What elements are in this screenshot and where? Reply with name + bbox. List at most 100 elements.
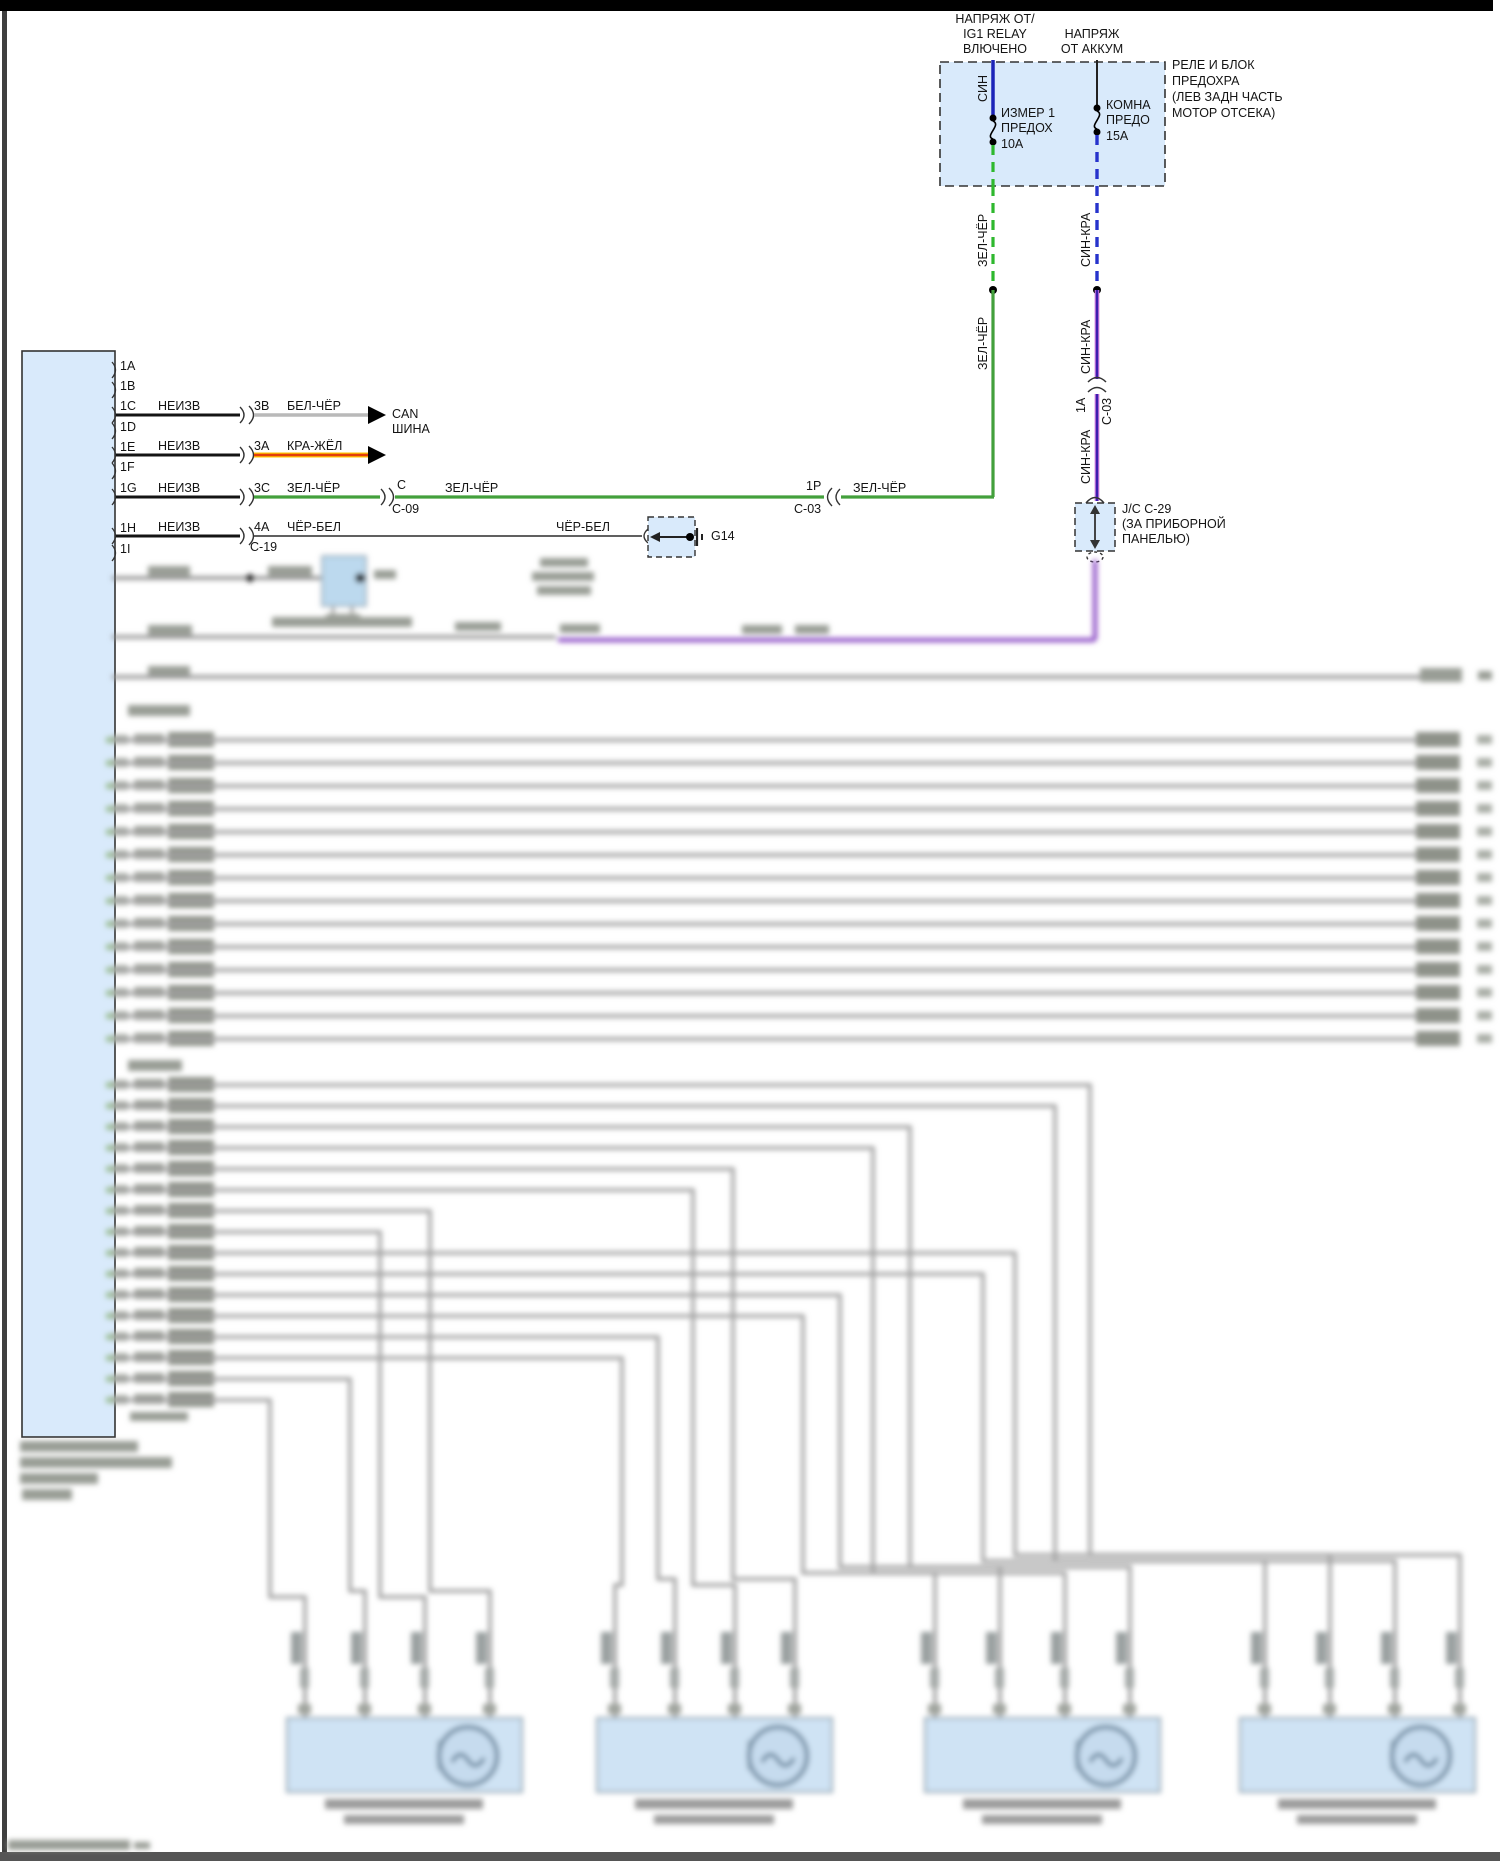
blurred-shape [1477, 1011, 1492, 1020]
fuse1-symbol [989, 114, 997, 146]
top-border [0, 0, 1493, 11]
blurred-shape [1416, 1008, 1460, 1023]
blurred-shape [134, 1842, 150, 1849]
row1c-outpin-3b: 3B [254, 399, 270, 413]
blurred-shape [115, 1209, 492, 1630]
pin-1h: 1H [120, 521, 136, 535]
blurred-shape [928, 1704, 941, 1714]
blurred-shape [106, 1376, 115, 1382]
row1e-color: КРА-ЖЁЛ [287, 439, 343, 453]
jc-bottom-break [1086, 551, 1104, 563]
pin-1c: 1C [120, 399, 136, 413]
blurred-shape [1477, 827, 1492, 836]
blurred-shape [1416, 962, 1460, 977]
blurred-shape [246, 574, 254, 582]
blurred-shape [115, 1230, 427, 1630]
blurred-shape [1251, 1632, 1262, 1664]
blurred-shape [1125, 1668, 1134, 1688]
blurred-shape [601, 1632, 612, 1664]
row-1e-kra-zhel [116, 445, 386, 465]
left-border [2, 11, 7, 1855]
wire-label-sin: СИН [976, 74, 990, 102]
blurred-shape [1316, 1632, 1327, 1664]
feed-ig1-line3: ВЛЮЧЕНО [962, 42, 1028, 56]
blurred-shape [1477, 988, 1492, 997]
blurred-shape [1325, 1668, 1334, 1688]
relay-box-title-1: РЕЛЕ И БЛОК [1172, 58, 1255, 72]
blurred-shape [106, 1334, 115, 1340]
blurred-shape [272, 617, 412, 627]
blurred-shape [1477, 850, 1492, 859]
blurred-shape [115, 1293, 1002, 1630]
pin-1e: 1E [120, 440, 136, 454]
blurred-shape [358, 1704, 371, 1714]
blurred-shape [106, 921, 115, 927]
blurred-shape [106, 1036, 115, 1042]
control-module-block [21, 350, 117, 1438]
jc-label-3: ПАНЕЛЬЮ) [1122, 532, 1190, 546]
blurred-shape [106, 1145, 115, 1151]
fuse1-rating: 10А [1001, 137, 1024, 151]
blurred-shape [1416, 893, 1460, 908]
pin-1g: 1G [120, 481, 137, 495]
blurred-shape [115, 1272, 1267, 1630]
blurred-shape [532, 572, 594, 581]
row1g-outpin-3c: 3C [254, 481, 270, 495]
row1g-neizv: НЕИЗВ [158, 481, 201, 495]
feed-batt-line2: ОТ АККУМ [1060, 42, 1124, 56]
blurred-shape [106, 1103, 115, 1109]
blurred-shape [1390, 1668, 1399, 1688]
conn-c19: C-19 [250, 540, 278, 554]
blurred-shape [746, 1724, 810, 1788]
blurred-shape [1477, 919, 1492, 928]
blurred-shape [610, 1668, 619, 1688]
blurred-shape [418, 1704, 431, 1714]
blurred-shape [1051, 1632, 1062, 1664]
row1g-color-1: ЗЕЛ-ЧЁР [287, 481, 341, 495]
blurred-shape [106, 1355, 115, 1361]
blurred-shape [1278, 1799, 1436, 1809]
blurred-shape [540, 558, 588, 567]
blurred-shape [1297, 1815, 1417, 1824]
blurred-shape [721, 1632, 732, 1664]
feed-ig1-line1: НАПРЯЖ ОТ/ [955, 12, 1035, 26]
blurred-shape [1446, 1632, 1457, 1664]
blurred-shape [982, 1815, 1102, 1824]
blurred-shape [298, 1704, 311, 1714]
blurred-shape [106, 1166, 115, 1172]
pin-1i: 1I [120, 542, 131, 556]
blurred-shape [1455, 1668, 1464, 1688]
jc-label-1: J/C С-29 [1122, 502, 1172, 516]
blurred-shape [106, 1124, 115, 1130]
blurred-shape [742, 625, 782, 634]
blurred-shape [1453, 1704, 1466, 1714]
fuse2-symbol [1093, 104, 1101, 136]
fuse2-name-2: ПРЕДО [1106, 113, 1150, 127]
blurred-shape [1420, 668, 1462, 682]
wire-label-sin-kra-lower: СИН-КРА [1079, 429, 1093, 484]
row1h-outpin-4a: 4A [254, 520, 270, 534]
relay-box-outline [939, 61, 1166, 187]
blurred-shape [115, 1188, 737, 1630]
jc-label-2: (ЗА ПРИБОРНОЙ [1122, 517, 1226, 531]
blurred-shape [1416, 870, 1460, 885]
blurred-shape [608, 1704, 621, 1714]
blurred-shape [106, 1229, 115, 1235]
blurred-shape [760, 1752, 796, 1768]
pin-1f: 1F [120, 460, 135, 474]
blurred-shape [1477, 942, 1492, 951]
blurred-shape [115, 1167, 797, 1630]
blurred-shape [411, 1632, 422, 1664]
fuse2-rating: 15А [1106, 129, 1129, 143]
blurred-shape [1116, 1632, 1127, 1664]
blurred-shape [115, 1314, 937, 1630]
pin-1b: 1B [120, 379, 136, 393]
blurred-shape [1478, 671, 1492, 680]
blurred-shape [1477, 781, 1492, 790]
blurred-shape [1088, 1752, 1124, 1768]
break-c03-horiz: С-03 [794, 502, 822, 516]
blurred-shape [795, 625, 829, 634]
blurred-shape [993, 1704, 1006, 1714]
blurred-shape [790, 1668, 799, 1688]
